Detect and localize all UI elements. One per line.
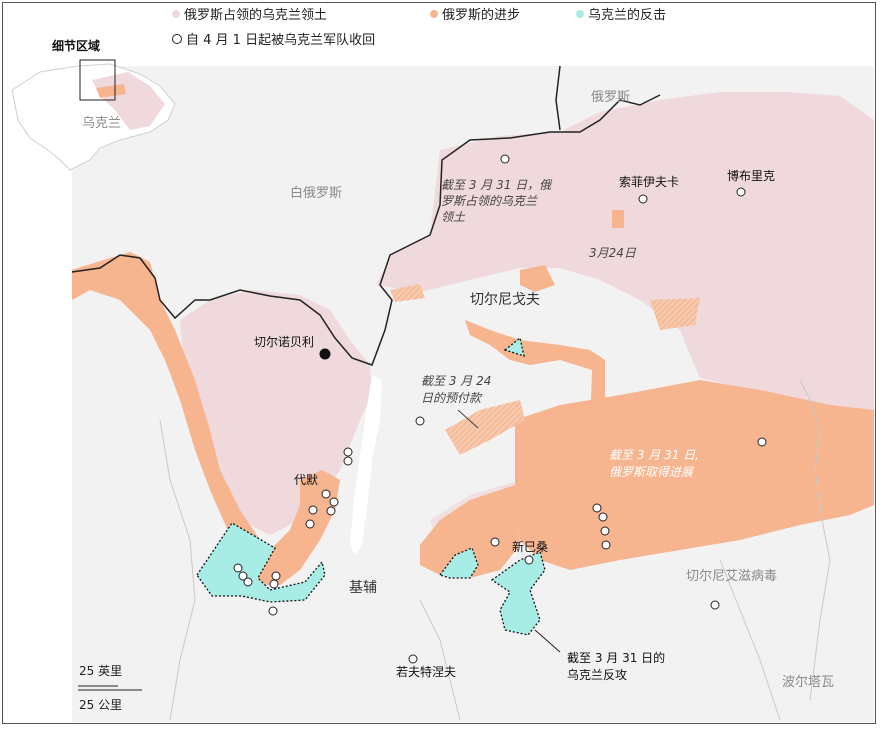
note-advance-line2: 俄罗斯取得进展 — [609, 465, 695, 479]
oblast-line-2 — [419, 599, 461, 721]
note-counter-line1: 截至 3 月 31 日的 — [567, 650, 665, 665]
retaken-marker — [638, 194, 648, 204]
advance-chernihiv-roads — [465, 320, 605, 430]
legend-counter-label: 乌克兰的反击 — [588, 8, 667, 23]
retaken-marker — [598, 512, 608, 522]
legend-retaken-swatch — [172, 34, 182, 44]
note-leader-mar24 — [457, 409, 479, 429]
retaken-marker — [233, 563, 243, 573]
retaken-marker — [321, 489, 331, 499]
retaken-marker — [524, 555, 534, 565]
label-sosnytsia: 索菲伊夫卡 — [619, 175, 679, 189]
advance-patch-right — [650, 298, 700, 330]
retaken-marker — [269, 579, 279, 589]
oblast-line-3 — [159, 419, 196, 721]
scale-km: 25 公里 — [79, 698, 122, 712]
scale-miles: 25 英里 — [79, 664, 122, 678]
label-brovary: 新巳桑 — [512, 539, 548, 554]
label-vasylkiv: 若夫特涅夫 — [396, 664, 456, 679]
retaken-markers — [233, 154, 767, 664]
legend-counter-swatch — [576, 10, 584, 18]
legend-occupied: 俄罗斯占领的乌克兰领土 — [172, 8, 327, 24]
legend-advance-label: 俄罗斯的进步 — [442, 8, 521, 23]
note-mar24: 3月24日 — [589, 246, 637, 260]
advance-west-strip — [72, 252, 260, 560]
label-chernobyl: 切尔诺贝利 — [254, 334, 314, 349]
retaken-marker — [326, 506, 336, 516]
oblast-line-4 — [719, 559, 781, 721]
oblast-line-1 — [799, 379, 831, 701]
retaken-marker — [415, 416, 425, 426]
chernobyl-marker — [319, 348, 331, 360]
label-belarus: 白俄罗斯 — [290, 185, 342, 201]
advance-hatch-north — [390, 284, 425, 302]
inset-advance — [96, 84, 126, 98]
note-leader-counter — [534, 629, 561, 653]
retaken-marker — [601, 540, 611, 550]
label-kyiv: 基辅 — [349, 579, 377, 596]
ukraine-belarus-border — [71, 94, 661, 366]
counter-chernihiv — [503, 336, 525, 357]
note-prepay-line1: 截至 3 月 24 — [421, 374, 491, 388]
label-dymer: 代默 — [294, 472, 318, 487]
occupied-north-east — [376, 92, 874, 415]
retaken-marker — [268, 606, 278, 616]
counter-east-a — [438, 547, 479, 579]
label-poltava: 波尔塔瓦 — [782, 675, 834, 690]
retaken-marker — [757, 437, 767, 447]
retaken-marker — [592, 503, 602, 513]
dnieper-river — [350, 375, 382, 555]
retaken-marker — [308, 505, 318, 515]
retaken-marker — [710, 600, 720, 610]
legend-retaken: 自 4 月 1 日起被乌克兰军队收回 — [172, 33, 375, 49]
advance-east-large — [515, 380, 874, 570]
legend-counter: 乌克兰的反击 — [576, 8, 666, 24]
legend-retaken-label: 自 4 月 1 日起被乌克兰军队收回 — [186, 33, 376, 48]
label-russia: 俄罗斯 — [591, 90, 630, 105]
retaken-marker — [500, 154, 510, 164]
advance-hatch-mar24 — [445, 400, 525, 455]
counter-east-b — [490, 551, 546, 636]
note-prepay-line2: 日的预付款 — [421, 391, 483, 405]
retaken-marker — [343, 456, 353, 466]
retaken-marker — [408, 654, 418, 664]
note-occupied-line2: 罗斯占领的乌克兰 — [441, 194, 538, 208]
retaken-marker — [243, 577, 253, 587]
note-occupied-line1: 截至 3 月 31 日，俄 — [441, 178, 553, 192]
retaken-marker — [600, 526, 610, 536]
legend-advance-swatch — [430, 10, 438, 18]
counter-west — [196, 522, 326, 603]
advance-north-patch — [520, 265, 555, 292]
retaken-marker — [490, 537, 500, 547]
legend-occupied-swatch — [172, 10, 180, 18]
retaken-marker — [305, 519, 315, 529]
inset-detail-box — [79, 59, 116, 101]
advance-east-kyiv — [420, 485, 520, 578]
retaken-marker — [329, 497, 339, 507]
retaken-marker — [736, 187, 746, 197]
retaken-marker — [343, 447, 353, 457]
inset-map — [11, 59, 176, 171]
label-chernihiv: 切尔尼戈夫 — [470, 292, 540, 308]
note-advance-line1: 截至 3 月 31 日, — [609, 448, 699, 462]
note-counter-line2: 乌克兰反攻 — [567, 667, 627, 682]
label-inset-country: 乌克兰 — [82, 115, 121, 131]
label-borzna: 博布里克 — [727, 168, 775, 183]
legend-occupied-label: 俄罗斯占领的乌克兰领土 — [184, 8, 328, 23]
label-pereiaslav: 切尔尼艾滋病毒 — [686, 569, 777, 584]
advance-dymer — [255, 470, 340, 585]
label-inset-title: 细节区域 — [52, 38, 100, 53]
note-occupied-line3: 领土 — [441, 210, 466, 224]
retaken-marker — [271, 571, 281, 581]
advance-patch-small — [612, 210, 624, 228]
retaken-marker — [238, 571, 248, 581]
legend-advance: 俄罗斯的进步 — [430, 8, 520, 24]
ukraine-russia-border — [555, 65, 561, 131]
